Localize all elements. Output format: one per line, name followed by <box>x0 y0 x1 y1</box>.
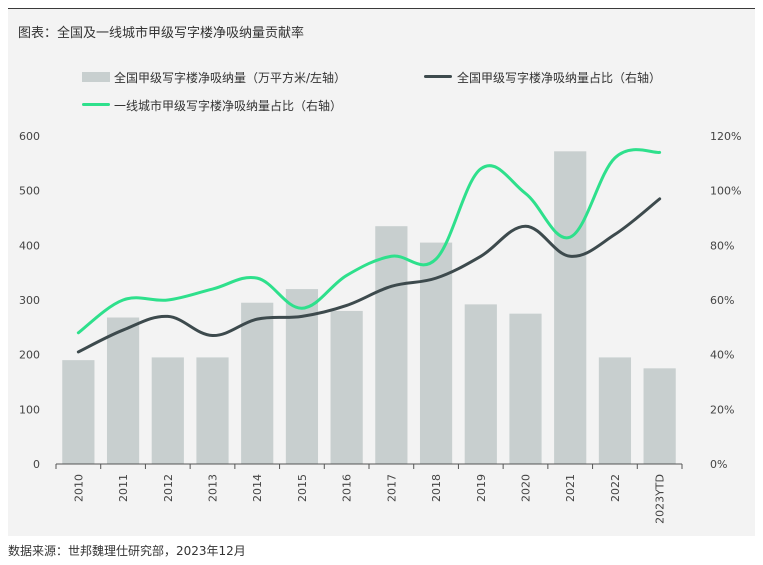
bar <box>598 357 632 464</box>
x-tick-label: 2013 <box>207 474 220 502</box>
bar <box>330 310 363 464</box>
x-tick-label: 2022 <box>609 474 622 502</box>
y-left-tick-label: 600 <box>19 130 40 143</box>
bar <box>375 226 408 464</box>
chart-title: 图表：全国及一线城市甲级写字楼净吸纳量贡献率 <box>18 26 305 41</box>
x-tick-label: 2017 <box>385 474 398 502</box>
y-right-tick-label: 120% <box>710 130 741 143</box>
bar <box>106 317 140 464</box>
y-right-tick-label: 0% <box>710 458 727 471</box>
y-right-tick-label: 100% <box>710 185 741 198</box>
y-left-tick-label: 100 <box>19 403 40 416</box>
x-tick-label: 2023YTD <box>654 474 667 524</box>
x-tick-label: 2015 <box>296 474 309 502</box>
bar <box>509 313 542 464</box>
y-left-tick-label: 0 <box>33 458 40 471</box>
x-tick-label: 2020 <box>520 474 533 502</box>
legend-swatch-tier1 <box>82 103 110 106</box>
y-right-tick-label: 60% <box>710 294 734 307</box>
legend-swatch-national <box>424 75 452 78</box>
y-right-tick-label: 80% <box>710 239 734 252</box>
series-line-national <box>76 197 662 354</box>
legend-label-tier1: 一线城市甲级写字楼净吸纳量占比（右轴） <box>114 99 343 113</box>
bar <box>554 151 587 464</box>
x-tick-label: 2010 <box>72 474 85 502</box>
legend-label-bar: 全国甲级写字楼净吸纳量（万平方米/左轴） <box>114 71 347 85</box>
bar <box>196 357 229 464</box>
bar <box>241 302 274 464</box>
y-right-tick-label: 20% <box>710 403 734 416</box>
x-tick-label: 2014 <box>251 474 264 502</box>
bar <box>151 357 184 464</box>
legend-swatch-bar <box>82 72 110 82</box>
bar <box>62 360 95 464</box>
x-tick-label: 2018 <box>430 474 443 502</box>
bar <box>643 368 676 464</box>
x-tick-label: 2012 <box>162 474 175 502</box>
series-line-tier1 <box>76 148 662 335</box>
y-right-tick-label: 40% <box>710 349 734 362</box>
y-left-tick-label: 500 <box>19 185 40 198</box>
x-tick-label: 2011 <box>117 474 130 502</box>
legend-label-national: 全国甲级写字楼净吸纳量占比（右轴） <box>457 71 662 85</box>
y-left-tick-label: 200 <box>19 349 40 362</box>
y-left-tick-label: 300 <box>19 294 40 307</box>
x-tick-label: 2021 <box>564 474 577 502</box>
bar <box>464 304 497 464</box>
x-tick-label: 2016 <box>341 474 354 502</box>
x-tick-label: 2019 <box>475 474 488 502</box>
y-left-tick-label: 400 <box>19 239 40 252</box>
top-rule <box>8 8 755 9</box>
bar <box>419 242 453 464</box>
source-note: 数据来源：世邦魏理仕研究部，2023年12月 <box>8 544 246 558</box>
